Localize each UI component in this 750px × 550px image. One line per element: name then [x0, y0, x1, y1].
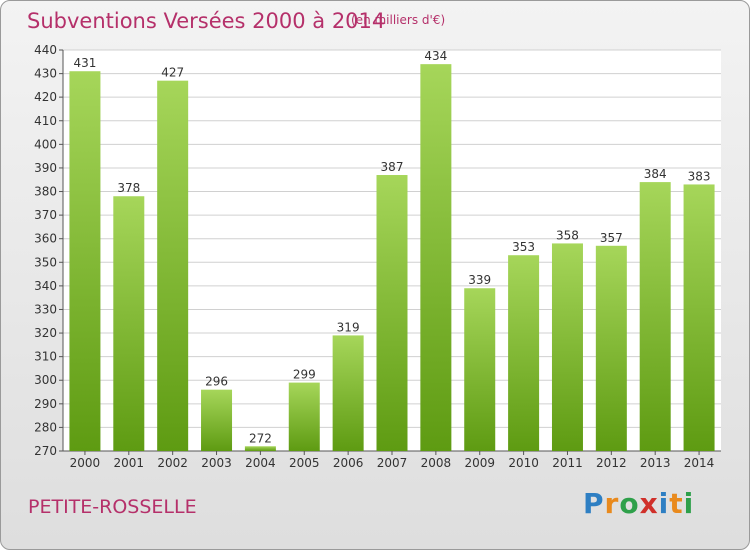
- x-tick-label: 2005: [289, 456, 320, 470]
- y-tick-label: 420: [34, 90, 57, 104]
- bar-value-label: 353: [512, 240, 535, 254]
- axes: 270 280 290 300 310 320 330 340 350 360 370 380 390 4…: [34, 43, 721, 470]
- bar: [683, 184, 715, 451]
- y-tick-label: 320: [34, 326, 57, 340]
- x-tick-label: 2008: [421, 456, 452, 470]
- chart-title: Subventions Versées 2000 à 2014: [27, 9, 386, 33]
- proxiti-logo: Proxiti: [583, 487, 694, 520]
- bar-value-label: 358: [556, 228, 579, 242]
- y-tick-label: 290: [34, 397, 57, 411]
- bar-value-label: 299: [293, 368, 316, 382]
- bar: [420, 64, 452, 451]
- x-tick-label: 2012: [596, 456, 627, 470]
- x-tick-label: 2009: [464, 456, 495, 470]
- bar: [113, 196, 145, 451]
- y-tick-label: 350: [34, 255, 57, 269]
- bar-value-label: 357: [600, 231, 623, 245]
- y-tick-label: 280: [34, 420, 57, 434]
- y-tick-label: 270: [34, 444, 57, 458]
- x-tick-label: 2000: [70, 456, 101, 470]
- logo-letter: x: [639, 487, 659, 520]
- y-tick-label: 430: [34, 67, 57, 81]
- x-tick-label: 2002: [157, 456, 188, 470]
- chart-unit-note: (en milliers d'€): [351, 13, 446, 27]
- logo-letter: i: [658, 487, 670, 520]
- x-tick-label: 2014: [684, 456, 715, 470]
- bar-value-label: 384: [644, 167, 667, 181]
- bar: [288, 382, 320, 451]
- bar-value-label: 319: [337, 320, 360, 334]
- bar-value-label: 378: [117, 181, 140, 195]
- bar-value-label: 431: [73, 56, 96, 70]
- x-tick-label: 2004: [245, 456, 276, 470]
- x-tick-label: 2011: [552, 456, 583, 470]
- y-tick-label: 340: [34, 279, 57, 293]
- logo-letter: P: [583, 487, 605, 520]
- x-tick-label: 2010: [508, 456, 539, 470]
- bar: [639, 182, 671, 451]
- bar: [157, 80, 189, 451]
- bars: [69, 64, 715, 452]
- y-tick-label: 360: [34, 232, 57, 246]
- bar: [376, 175, 408, 452]
- x-tick-label: 2007: [377, 456, 408, 470]
- labels: 431 378 427 296 272 299 319 387 434 339 353 358 357 3…: [73, 49, 710, 445]
- bar-value-label: 387: [381, 160, 404, 174]
- y-tick-label: 440: [34, 43, 57, 57]
- bar-value-label: 339: [468, 273, 491, 287]
- bar-value-label: 383: [688, 169, 711, 183]
- logo-letter: o: [619, 487, 640, 520]
- bar: [595, 245, 627, 451]
- y-tick-label: 370: [34, 208, 57, 222]
- bar-value-label: 272: [249, 431, 272, 445]
- bar: [201, 389, 233, 451]
- y-tick-label: 410: [34, 114, 57, 128]
- bar-value-label: 427: [161, 66, 184, 80]
- x-tick-label: 2006: [333, 456, 364, 470]
- bar-value-label: 296: [205, 375, 228, 389]
- bar: [508, 255, 540, 451]
- x-tick-label: 2001: [114, 456, 145, 470]
- bar-value-label: 434: [424, 49, 447, 63]
- y-tick-label: 330: [34, 302, 57, 316]
- bar: [244, 446, 276, 451]
- bar: [332, 335, 364, 451]
- bar: [551, 243, 583, 451]
- y-tick-label: 310: [34, 350, 57, 364]
- logo-letter: t: [669, 487, 684, 520]
- x-tick-label: 2003: [201, 456, 232, 470]
- bar: [464, 288, 496, 451]
- y-tick-label: 300: [34, 373, 57, 387]
- x-tick-label: 2013: [640, 456, 671, 470]
- y-tick-label: 390: [34, 161, 57, 175]
- logo-letter: r: [604, 487, 620, 520]
- y-tick-label: 380: [34, 185, 57, 199]
- commune-name: PETITE-ROSSELLE: [28, 496, 197, 518]
- bar: [69, 71, 101, 452]
- y-tick-label: 400: [34, 137, 57, 151]
- logo-letter: i: [683, 487, 695, 520]
